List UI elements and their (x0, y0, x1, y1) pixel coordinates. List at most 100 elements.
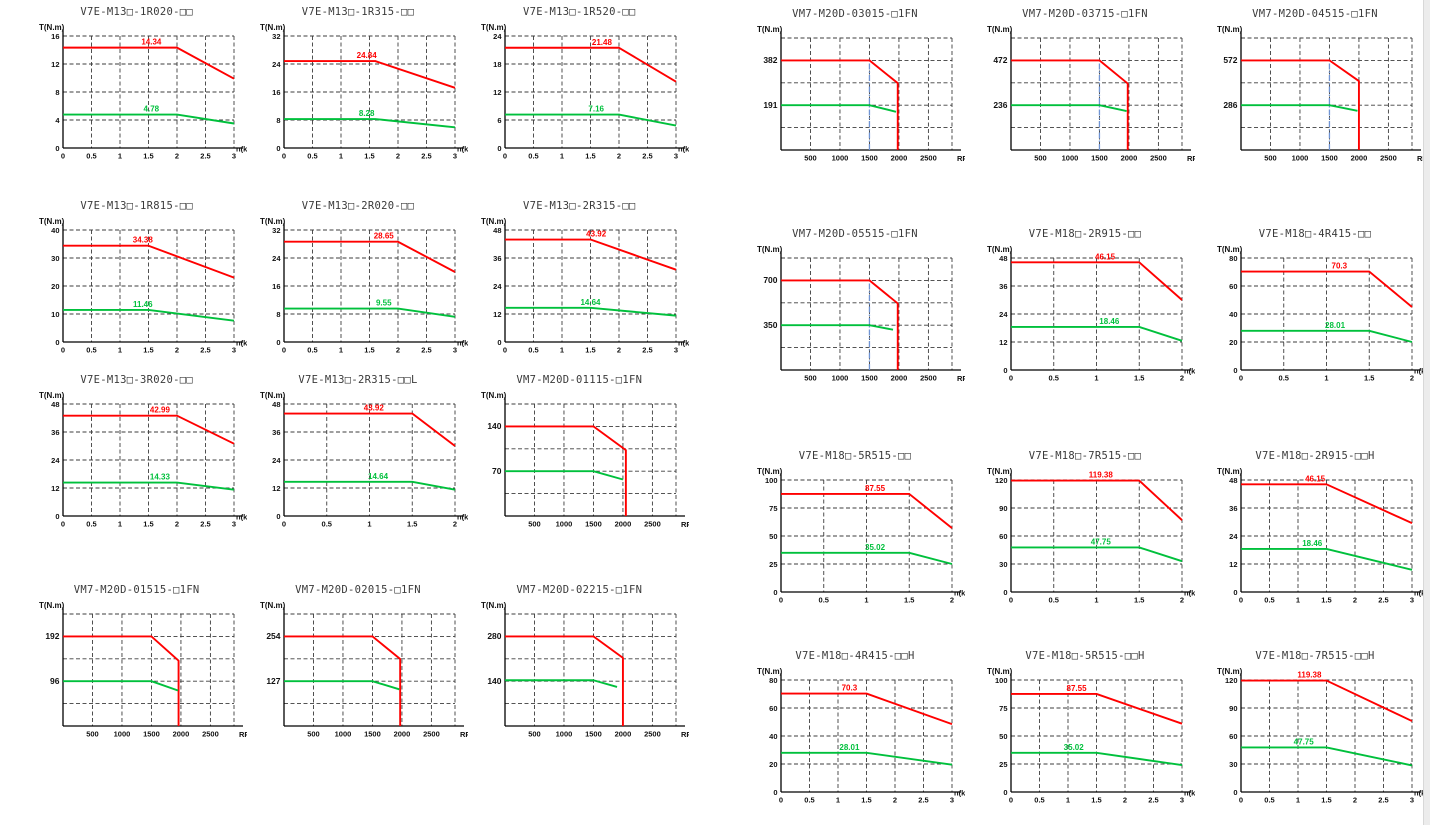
rated-torque-curve (505, 113, 677, 127)
x-tick-label: 0.5 (804, 796, 814, 805)
y-tick-label: 24 (51, 456, 60, 465)
torque-speed-plot: T(N.m) 70 140 500 1000 1500 2000 2500 RPM (481, 391, 689, 529)
y-tick-label: 20 (51, 282, 59, 291)
y-tick-label: 50 (769, 532, 777, 541)
x-tick-label: 1 (560, 346, 564, 355)
x-tick-label: 1.5 (1091, 796, 1101, 805)
torque-axis-label: T(N.m) (757, 25, 783, 34)
x-tick-label: 1 (1094, 374, 1098, 383)
chart-title: V7E-M18□-7R515-□□ (1028, 450, 1142, 462)
y-tick-label: 60 (1229, 282, 1237, 291)
x-unit-label: RPM (1417, 154, 1425, 163)
y-tick-label: 30 (1229, 760, 1237, 769)
x-unit-label: RPM (460, 730, 468, 739)
y-tick-label: 4 (55, 116, 60, 125)
chart-v7e-m18x-5r515-xx: V7E-M18□-5R515-□□ T(N.m) 0 25 50 75 100 0 0.5 1 1.… (740, 450, 970, 623)
x-tick-label: 1.5 (586, 152, 596, 161)
peak-torque-curve (283, 412, 456, 447)
x-tick-label: 500 (529, 730, 542, 739)
x-tick-label: 2 (893, 796, 897, 805)
y-tick-label: 254 (266, 631, 280, 641)
rated-torque-curve (781, 751, 953, 766)
x-tick-label: 2.5 (643, 152, 653, 161)
x-tick-label: 2 (950, 596, 954, 605)
left-chart-panel: V7E-M13□-1R020-□□ T(N.m) 0 4 8 12 16 0 0.5 1 1.5 2 2… (26, 0, 690, 825)
y-tick-label: 48 (1229, 476, 1237, 485)
torque-speed-plot: T(N.m) 140 280 500 1000 1500 2000 2500 RPM (481, 601, 689, 739)
torque-speed-plot: T(N.m) 0 25 50 75 100 0 0.5 1 1.5 2n(krpm) 87.55 35.… (757, 467, 965, 605)
x-tick-label: 0.5 (1279, 374, 1289, 383)
rated-torque-curve (1011, 104, 1127, 113)
x-tick-label: 0 (1009, 374, 1013, 383)
x-unit-label: RPM (1187, 154, 1195, 163)
y-tick-label: 90 (999, 504, 1007, 513)
y-tick-label: 191 (763, 100, 777, 110)
y-tick-label: 0 (1233, 588, 1237, 597)
y-tick-label: 60 (1229, 732, 1237, 741)
peak-torque-value-label: 34.38 (132, 236, 153, 245)
rated-torque-value-label: 7.16 (589, 105, 605, 114)
x-tick-label: 2000 (394, 730, 411, 739)
x-tick-label: 2.5 (421, 152, 431, 161)
x-tick-label: 1000 (832, 154, 849, 163)
chart-v7e-m13x-1r520-xx: V7E-M13□-1R520-□□ T(N.m) 0 6 12 18 24 0 0.5 1 1.5 2… (469, 6, 690, 179)
x-tick-label: 2000 (1351, 154, 1368, 163)
chart-row: VM7-M20D-03015-□1FN T(N.m) 191 382 500 1000 15… (740, 8, 1430, 181)
chart-v7e-m13x-1r020-xx: V7E-M13□-1R020-□□ T(N.m) 0 4 8 12 16 0 0.5 1 1.5 2 2… (26, 6, 247, 179)
chart-title: V7E-M18□-7R515-□□H (1255, 650, 1375, 662)
x-tick-label: 2 (453, 520, 457, 529)
x-tick-label: 2500 (644, 520, 661, 529)
y-tick-label: 24 (493, 32, 502, 41)
chart-row: V7E-M13□-3R020-□□ T(N.m) 0 12 24 36 48 0 0.5 1 1.5… (26, 374, 690, 547)
y-tick-label: 0 (498, 144, 502, 153)
rated-torque-value-label: 14.64 (368, 472, 389, 481)
y-tick-label: 90 (1229, 704, 1237, 713)
torque-speed-plot: T(N.m) 286 572 500 1000 1500 2000 2500 RPM (1217, 25, 1425, 163)
x-tick-label: 2500 (920, 154, 937, 163)
x-tick-label: 0 (503, 152, 507, 161)
rated-torque-value-label: 47.75 (1091, 537, 1112, 546)
x-tick-label: 500 (1034, 154, 1047, 163)
x-unit-label: n(krpm) (236, 145, 247, 154)
chart-v7e-m18x-7r515-xx: V7E-M18□-7R515-□□ T(N.m) 0 30 60 90 120 0 0.5 1 1.… (970, 450, 1200, 623)
x-tick-label: 1000 (113, 730, 130, 739)
y-tick-label: 140 (488, 421, 502, 431)
x-tick-label: 2.5 (200, 152, 210, 161)
rated-torque-value-label: 47.75 (1294, 737, 1315, 746)
chart-vm7-m20d-04515-x1fn: VM7-M20D-04515-□1FN T(N.m) 286 572 500 1000 15… (1200, 8, 1430, 181)
x-tick-label: 0.5 (307, 152, 317, 161)
rated-torque-curve (1241, 746, 1413, 767)
x-tick-label: 2000 (615, 520, 632, 529)
x-tick-label: 1 (864, 596, 868, 605)
x-tick-label: 2000 (1121, 154, 1138, 163)
x-tick-label: 1.5 (1321, 596, 1331, 605)
rated-torque-value-label: 14.64 (581, 298, 602, 307)
peak-torque-curve (1241, 483, 1413, 525)
rated-torque-curve (781, 551, 953, 565)
rated-torque-value-label: 9.55 (376, 299, 392, 308)
torque-speed-plot: T(N.m) 0 12 24 36 48 0 0.5 1 1.5 2 2.5 3n(krpm) 42.99… (39, 391, 247, 529)
chart-row: VM7-M20D-01515-□1FN T(N.m) 96 192 500 1000 150… (26, 584, 690, 757)
x-tick-label: 2 (175, 520, 179, 529)
chart-v7e-m18x-4r415-xx: V7E-M18□-4R415-□□ T(N.m) 0 20 40 60 80 0 0.5 1 1.5… (1200, 228, 1430, 401)
chart-title: VM7-M20D-02215-□1FN (516, 584, 643, 596)
y-tick-label: 32 (272, 32, 280, 41)
peak-torque-value-label: 46.15 (1095, 252, 1116, 261)
chart-vm7-m20d-05515-x1fn: VM7-M20D-05515-□1FN T(N.m) 350 700 500 1000 15… (740, 228, 970, 401)
chart-v7e-m13x-1r315-xx: V7E-M13□-1R315-□□ T(N.m) 0 8 16 24 32 0 0.5 1 1.5 2… (247, 6, 468, 179)
y-tick-label: 80 (1229, 254, 1237, 263)
x-tick-label: 0.5 (529, 152, 539, 161)
x-tick-label: 0 (282, 520, 286, 529)
chart-v7e-m13x-2r020-xx: V7E-M13□-2R020-□□ T(N.m) 0 8 16 24 32 0 0.5 1 1.5 2… (247, 200, 468, 373)
peak-torque-value-label: 43.92 (586, 230, 607, 239)
x-tick-label: 2.5 (643, 346, 653, 355)
y-tick-label: 0 (1003, 588, 1007, 597)
x-tick-label: 1500 (143, 730, 160, 739)
x-tick-label: 500 (86, 730, 99, 739)
y-tick-label: 100 (765, 476, 778, 485)
y-tick-label: 80 (769, 676, 777, 685)
x-tick-label: 1 (1094, 596, 1098, 605)
x-tick-label: 1 (1296, 796, 1300, 805)
y-tick-label: 236 (993, 100, 1007, 110)
peak-torque-value-label: 87.55 (865, 484, 886, 493)
